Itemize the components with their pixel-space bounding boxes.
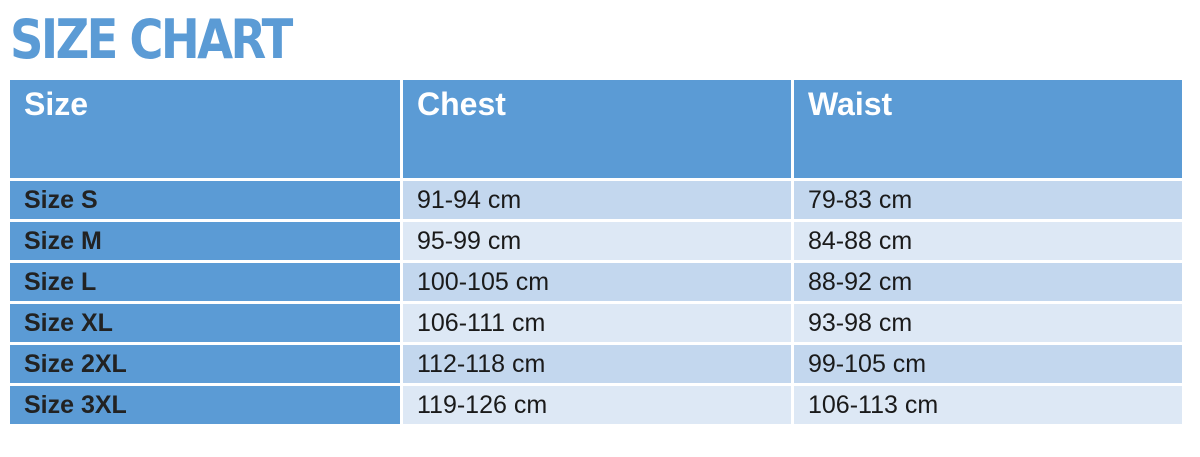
chest-cell: 100-105 cm [403,263,791,301]
chest-cell: 112-118 cm [403,345,791,383]
size-table: Size Chest Waist Size S 91-94 cm 79-83 cm S… [7,77,1185,427]
header-size: Size [10,80,400,178]
page-title: SIZE CHART [10,8,293,71]
size-cell: Size XL [10,304,400,342]
size-cell: Size M [10,222,400,260]
waist-cell: 88-92 cm [794,263,1182,301]
table-row: Size S 91-94 cm 79-83 cm [10,181,1182,219]
table-row: Size 3XL 119-126 cm 106-113 cm [10,386,1182,424]
chest-cell: 106-111 cm [403,304,791,342]
chest-cell: 91-94 cm [403,181,791,219]
size-cell: Size 3XL [10,386,400,424]
table-row: Size XL 106-111 cm 93-98 cm [10,304,1182,342]
size-cell: Size 2XL [10,345,400,383]
size-cell: Size S [10,181,400,219]
chest-cell: 95-99 cm [403,222,791,260]
table-row: Size M 95-99 cm 84-88 cm [10,222,1182,260]
header-chest: Chest [403,80,791,178]
waist-cell: 79-83 cm [794,181,1182,219]
waist-cell: 106-113 cm [794,386,1182,424]
waist-cell: 93-98 cm [794,304,1182,342]
size-cell: Size L [10,263,400,301]
table-row: Size L 100-105 cm 88-92 cm [10,263,1182,301]
waist-cell: 99-105 cm [794,345,1182,383]
chest-cell: 119-126 cm [403,386,791,424]
table-row: Size 2XL 112-118 cm 99-105 cm [10,345,1182,383]
header-row: Size Chest Waist [10,80,1182,178]
header-waist: Waist [794,80,1182,178]
waist-cell: 84-88 cm [794,222,1182,260]
